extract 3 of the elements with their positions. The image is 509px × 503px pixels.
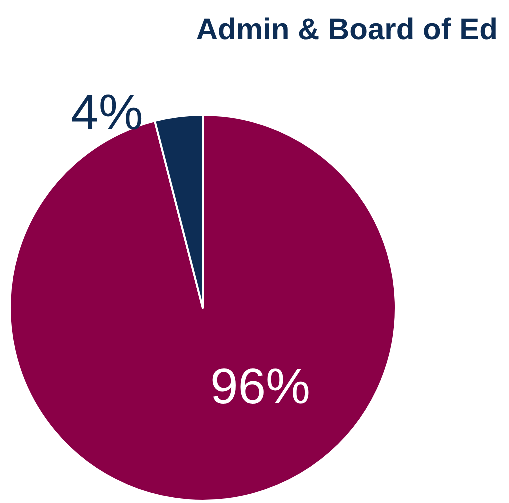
chart-title: Admin & Board of Ed: [196, 14, 498, 46]
data-label: 4%: [71, 84, 144, 141]
data-label: 96%: [210, 358, 311, 415]
